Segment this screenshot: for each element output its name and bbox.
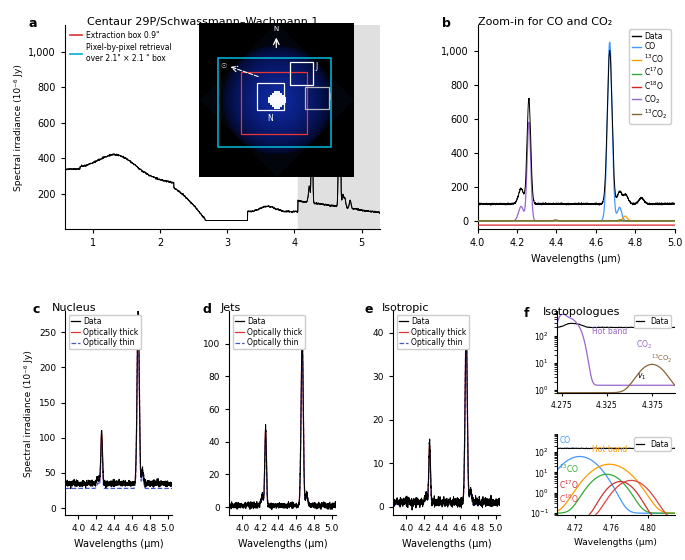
Text: Jets: Jets [221, 303, 240, 313]
Y-axis label: Spectral irradiance (10⁻⁶ Jy): Spectral irradiance (10⁻⁶ Jy) [24, 349, 34, 477]
Text: C$^{18}$O: C$^{18}$O [560, 493, 580, 505]
Legend: Extraction box 0.9", Pixel-by-pixel retrieval
over 2.1" × 2.1 " box: Extraction box 0.9", Pixel-by-pixel retr… [67, 27, 175, 66]
X-axis label: Wavelengths (μm): Wavelengths (μm) [74, 539, 164, 549]
Text: a: a [29, 17, 37, 30]
Legend: Data: Data [634, 315, 671, 328]
Legend: Data, Optically thick, Optically thin: Data, Optically thick, Optically thin [233, 315, 305, 349]
X-axis label: Wavelengths (μm): Wavelengths (μm) [401, 539, 491, 549]
Text: CO$_2$: CO$_2$ [636, 339, 652, 351]
Text: Hot band: Hot band [593, 327, 627, 336]
Text: Hot band: Hot band [593, 445, 627, 454]
Text: d: d [202, 303, 211, 316]
Text: $v_1$: $v_1$ [637, 371, 647, 381]
Text: C$^{17}$O: C$^{17}$O [560, 479, 580, 491]
X-axis label: Wavelengths (μm): Wavelengths (μm) [238, 539, 327, 549]
Legend: Data, Optically thick, Optically thin: Data, Optically thick, Optically thin [69, 315, 141, 349]
Legend: Data: Data [634, 437, 671, 451]
Text: Isotopologues: Isotopologues [543, 307, 621, 317]
Text: $^{13}$CO: $^{13}$CO [560, 463, 580, 475]
Text: Nucleus: Nucleus [52, 303, 97, 313]
Text: Centaur 29P/Schwassmann–Wachmann 1: Centaur 29P/Schwassmann–Wachmann 1 [87, 17, 319, 27]
Text: Isotropic: Isotropic [382, 303, 430, 313]
X-axis label: Wavelengths (μm): Wavelengths (μm) [575, 538, 658, 547]
Y-axis label: Spectral irradiance (10⁻⁶ Jy): Spectral irradiance (10⁻⁶ Jy) [14, 64, 23, 191]
Text: e: e [364, 303, 373, 316]
X-axis label: Wavelengths (μm): Wavelengths (μm) [532, 254, 621, 264]
Text: Zoom-in for CO and CO₂: Zoom-in for CO and CO₂ [477, 17, 612, 27]
Bar [298, 25, 380, 230]
Text: $^{13}$CO$_2$: $^{13}$CO$_2$ [651, 353, 673, 365]
Text: b: b [443, 17, 451, 30]
Legend: Data, Optically thick, Optically thin: Data, Optically thick, Optically thin [397, 315, 469, 349]
Text: c: c [33, 303, 40, 316]
Text: CO: CO [560, 436, 571, 445]
Text: f: f [524, 307, 530, 320]
Legend: Data, CO, $^{13}$CO, C$^{17}$O, C$^{18}$O, CO$_2$, $^{13}$CO$_2$: Data, CO, $^{13}$CO, C$^{17}$O, C$^{18}$… [629, 29, 671, 124]
